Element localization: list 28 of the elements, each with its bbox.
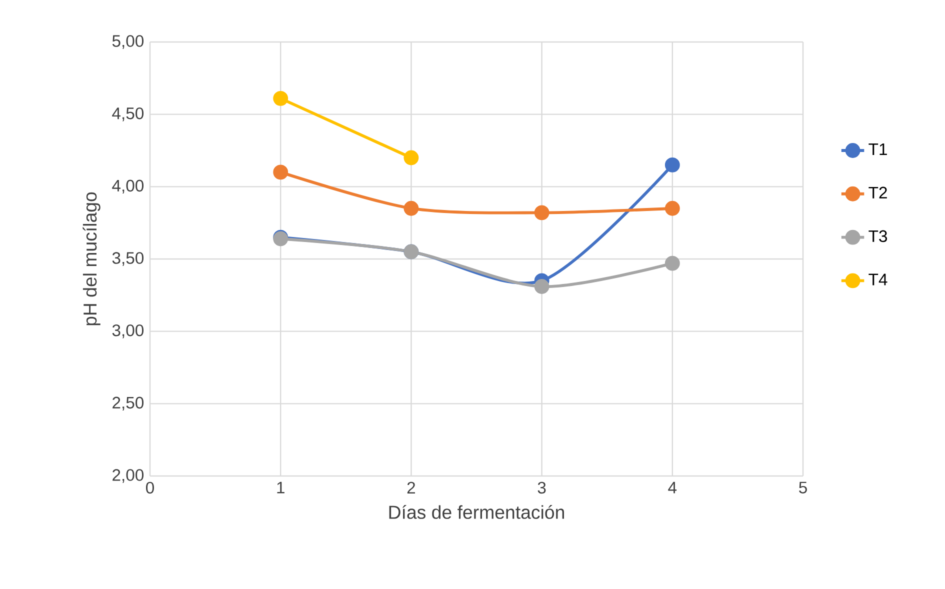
y-tick-label: 5,00	[112, 35, 144, 49]
x-tick-label: 5	[799, 482, 807, 494]
x-tick-label: 4	[668, 482, 677, 494]
point	[273, 90, 288, 106]
point	[664, 256, 680, 271]
x-axis-title: Días de fermentación	[389, 504, 564, 519]
point	[534, 279, 550, 294]
x-tick-label: 1	[277, 482, 284, 494]
point	[404, 200, 419, 216]
x-tick-label: 0	[146, 482, 154, 494]
x-tick-label: 3	[538, 482, 546, 494]
y-tick-label: 3,50	[112, 252, 144, 266]
legend-label: T3	[868, 230, 887, 242]
y-tick-label: 2,50	[112, 396, 144, 411]
legend-label: T2	[868, 186, 887, 198]
point	[404, 150, 419, 166]
point	[664, 157, 680, 172]
point	[534, 205, 550, 220]
y-tick-label: 3,00	[112, 324, 144, 338]
y-tick-label: 2,00	[112, 469, 144, 483]
point	[664, 200, 680, 216]
legend-label: T1	[868, 144, 887, 155]
y-tick-label: 4,00	[112, 180, 144, 194]
legend-label: T4	[868, 274, 888, 286]
x-tick-label: 2	[407, 482, 415, 494]
y-tick-label: 4,50	[112, 107, 144, 122]
point	[273, 164, 288, 180]
y-axis-title: pH del mucílago	[82, 192, 100, 326]
